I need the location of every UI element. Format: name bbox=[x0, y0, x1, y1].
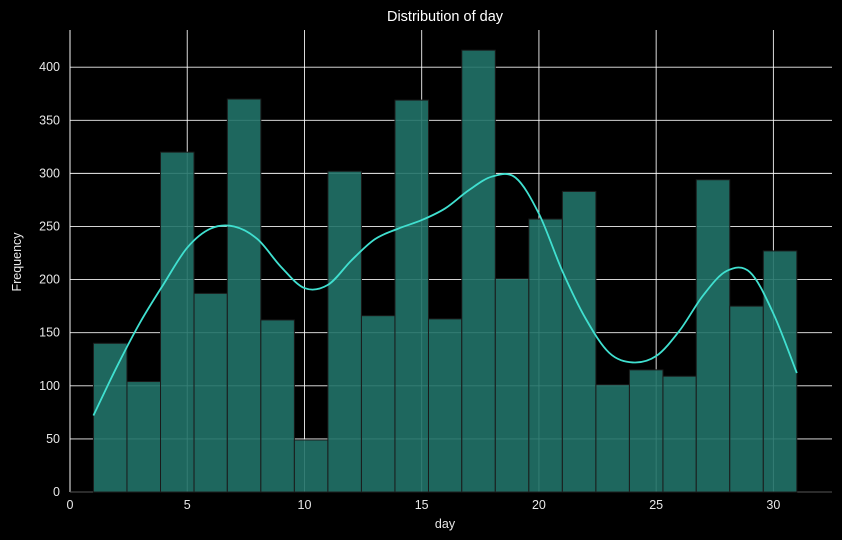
histogram-bar bbox=[427, 318, 463, 493]
histogram-bar bbox=[92, 342, 128, 493]
histogram-bar bbox=[595, 384, 630, 493]
x-tick-label: 15 bbox=[415, 498, 429, 512]
histogram-bar bbox=[360, 315, 396, 493]
x-tick-label: 20 bbox=[532, 498, 546, 512]
histogram-bar bbox=[394, 99, 429, 493]
histogram-bar bbox=[762, 250, 798, 493]
histogram-bar bbox=[193, 292, 228, 493]
y-tick-label: 0 bbox=[53, 485, 60, 499]
y-tick-label: 300 bbox=[39, 166, 60, 180]
histogram-bar bbox=[494, 278, 530, 493]
y-tick-label: 200 bbox=[39, 273, 60, 287]
chart-title: Distribution of day bbox=[387, 9, 504, 25]
axes: 0 50 100 150 200 250 300 350 400 0 5 10 15 20 25 30 bbox=[39, 30, 832, 512]
histogram-bar bbox=[662, 375, 697, 493]
y-tick-label: 50 bbox=[46, 432, 60, 446]
histogram-bar bbox=[327, 170, 362, 493]
histogram-bar bbox=[628, 369, 664, 493]
x-axis-label: day bbox=[435, 517, 456, 531]
y-tick-label: 100 bbox=[39, 379, 60, 393]
bars bbox=[92, 49, 798, 493]
x-tick-label: 10 bbox=[298, 498, 312, 512]
y-tick-label: 150 bbox=[39, 326, 60, 340]
histogram-bar bbox=[126, 381, 162, 493]
x-tick-label: 5 bbox=[184, 498, 191, 512]
histogram-bar bbox=[160, 151, 195, 493]
histogram-bar bbox=[260, 319, 295, 493]
y-tick-label: 350 bbox=[39, 113, 60, 127]
histogram-bar bbox=[293, 439, 329, 493]
kde bbox=[92, 173, 798, 416]
histogram-bar bbox=[226, 98, 262, 493]
kde-curve bbox=[92, 173, 798, 416]
histogram-bar bbox=[461, 49, 496, 493]
x-tick-label: 25 bbox=[649, 498, 663, 512]
x-tick-label: 0 bbox=[67, 498, 74, 512]
histogram-bar bbox=[528, 218, 563, 493]
y-axis-label: Frequency bbox=[10, 232, 24, 292]
histogram-bar bbox=[561, 190, 597, 493]
histogram-bar bbox=[729, 305, 764, 493]
y-tick-label: 400 bbox=[39, 60, 60, 74]
y-tick-label: 250 bbox=[39, 219, 60, 233]
histogram-bar bbox=[695, 179, 731, 493]
x-tick-label: 30 bbox=[766, 498, 780, 512]
